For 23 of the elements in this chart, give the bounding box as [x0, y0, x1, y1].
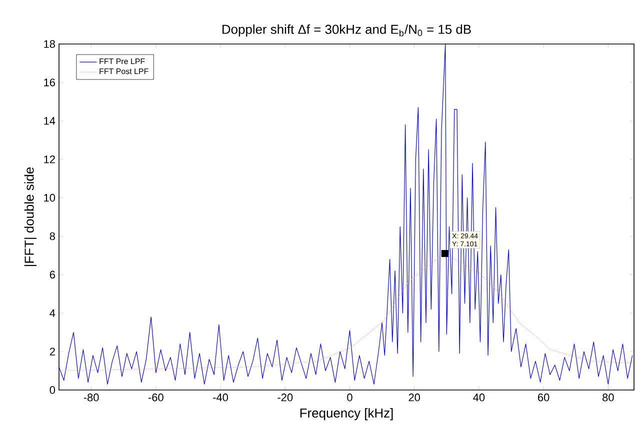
- line-series: [59, 44, 633, 385]
- x-tick-label: 20: [408, 394, 420, 402]
- x-tick-label: 80: [602, 394, 614, 402]
- y-axis-title: |FFT| double side: [24, 167, 36, 266]
- x-tick-label: -40: [213, 394, 228, 402]
- x-axis-title: Frequency [kHz]: [300, 408, 393, 420]
- x-tick-label: -20: [278, 394, 293, 402]
- y-tick-label: 2: [50, 348, 55, 356]
- x-tick-label: -80: [84, 394, 99, 402]
- y-tick-label: 16: [44, 78, 55, 86]
- y-tick-label: 12: [44, 156, 55, 164]
- x-tick-label: 40: [473, 394, 485, 402]
- x-tick-label: 0: [347, 394, 352, 402]
- y-tick-label: 10: [44, 194, 56, 202]
- y-tick-label: 4: [50, 309, 56, 317]
- x-tick-label: 60: [538, 394, 550, 402]
- x-tick-label: -60: [148, 394, 164, 402]
- y-tick-label: 18: [44, 40, 55, 48]
- y-tick-label: 0: [50, 386, 56, 394]
- y-tick-label: 6: [50, 270, 55, 279]
- y-tick-label: 8: [50, 232, 55, 240]
- chart-title: Doppler shift Δf = 30kHz and E$_{b}$/N$_{0}$ = 15 dB: [222, 24, 471, 36]
- y-tick-label: 14: [44, 117, 56, 125]
